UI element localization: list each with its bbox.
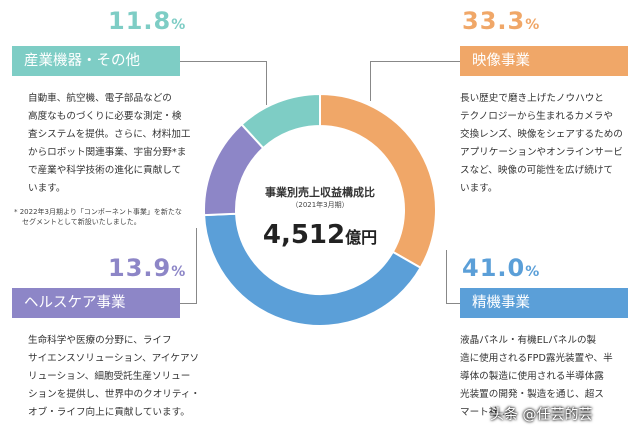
- total-revenue-value: 4,512: [262, 220, 346, 250]
- healthcare-connector: [180, 303, 196, 304]
- industrial-note: * 2022年3月期より「コンポーネント事業」を新たな セグメントとして新設いた…: [14, 207, 182, 227]
- precision-connector: [446, 303, 460, 304]
- imaging-desc-line: アプリケーションやオンラインサービ: [460, 147, 623, 158]
- precision-desc-line: 導体の製造に使用される半導体露: [460, 371, 604, 382]
- industrial-desc-line: で産業や科学技術の進化に貢献して: [28, 165, 182, 176]
- industrial-percentage-unit: %: [171, 17, 187, 33]
- precision-description: 液晶パネル・有機ELパネルの製 造に使用されるFPD露光装置や、半 導体の製造に…: [460, 332, 613, 422]
- healthcare-desc-line: 生命科学や医療の分野に、ライフ: [28, 335, 172, 346]
- total-revenue: 4,512億円: [230, 220, 410, 250]
- imaging-percentage: 33.3%: [462, 7, 540, 35]
- industrial-percentage-value: 11.8: [108, 7, 172, 35]
- healthcare-desc-line: リューション、細胞受託生産ソリュー: [28, 371, 191, 382]
- imaging-desc-line: スなど、映像の可能性を広げ続けて: [460, 165, 614, 176]
- industrial-connector: [180, 61, 266, 62]
- healthcare-desc-line: オブ・ライフ向上に貢献しています。: [28, 407, 190, 418]
- imaging-connector-vertical: [370, 61, 371, 101]
- industrial-label: 産業機器・その他: [12, 46, 180, 76]
- imaging-desc-line: 交換レンズ、映像をシェアするための: [460, 129, 623, 140]
- imaging-desc-line: テクノロジーから生まれるカメラや: [460, 111, 613, 122]
- industrial-percentage: 11.8%: [108, 7, 186, 35]
- imaging-label: 映像事業: [460, 46, 628, 76]
- precision-percentage: 41.0%: [462, 254, 540, 282]
- industrial-desc-line: からロボット関連事業、宇宙分野*ま: [28, 147, 187, 158]
- healthcare-percentage-value: 13.9: [108, 254, 172, 282]
- total-revenue-unit: 億円: [345, 228, 378, 247]
- precision-desc-line: 液晶パネル・有機ELパネルの製: [460, 335, 597, 346]
- imaging-percentage-value: 33.3: [462, 7, 526, 35]
- watermark: 头条 @任芸的芸: [490, 407, 593, 423]
- donut-slice-3: [240, 92, 321, 150]
- precision-desc-line: マート社…: [460, 407, 508, 418]
- chart-title: 事業別売上収益構成比: [265, 186, 375, 199]
- healthcare-label: ヘルスケア事業: [12, 288, 180, 318]
- industrial-desc-line: 査システムを提供。さらに、材料加工: [28, 129, 191, 140]
- imaging-desc-line: います。: [460, 183, 498, 194]
- healthcare-percentage-unit: %: [171, 264, 187, 280]
- precision-label: 精機事業: [460, 288, 628, 318]
- imaging-connector: [370, 61, 460, 62]
- imaging-desc-line: 長い歴史で磨き上げたノウハウと: [460, 93, 604, 104]
- industrial-desc-line: います。: [28, 183, 66, 194]
- industrial-note-line: セグメントとして新設いたしました。: [22, 218, 141, 226]
- imaging-percentage-unit: %: [525, 17, 541, 33]
- industrial-note-line: * 2022年3月期より「コンポーネント事業」を新たな: [14, 208, 182, 216]
- precision-connector-vertical: [446, 250, 447, 304]
- precision-percentage-value: 41.0: [462, 254, 526, 282]
- healthcare-description: 生命科学や医療の分野に、ライフ サイエンスソリューション、アイケアソ リューショ…: [28, 332, 200, 422]
- precision-desc-line: 造に使用されるFPD露光装置や、半: [460, 353, 613, 364]
- industrial-desc-line: 自動車、航空機、電子部品などの: [28, 93, 172, 104]
- chart-subtitle: （2021年3月期）: [291, 201, 349, 209]
- industrial-description: 自動車、航空機、電子部品などの 高度なものづくりに必要な測定・検 査システムを提…: [28, 90, 191, 198]
- healthcare-desc-line: サイエンスソリューション、アイケアソ: [28, 353, 200, 364]
- precision-desc-line: 光装置の開発・製造を通じ、超ス: [460, 389, 604, 400]
- precision-percentage-unit: %: [525, 264, 541, 280]
- healthcare-desc-line: ションを提供し、世界中のクオリティ・: [28, 389, 201, 400]
- imaging-description: 長い歴史で磨き上げたノウハウと テクノロジーから生まれるカメラや 交換レンズ、映…: [460, 90, 623, 198]
- healthcare-connector-vertical: [196, 228, 197, 304]
- industrial-desc-line: 高度なものづくりに必要な測定・検: [28, 111, 182, 122]
- industrial-connector-vertical: [266, 61, 267, 105]
- donut-slice-1: [203, 212, 422, 327]
- healthcare-percentage: 13.9%: [108, 254, 186, 282]
